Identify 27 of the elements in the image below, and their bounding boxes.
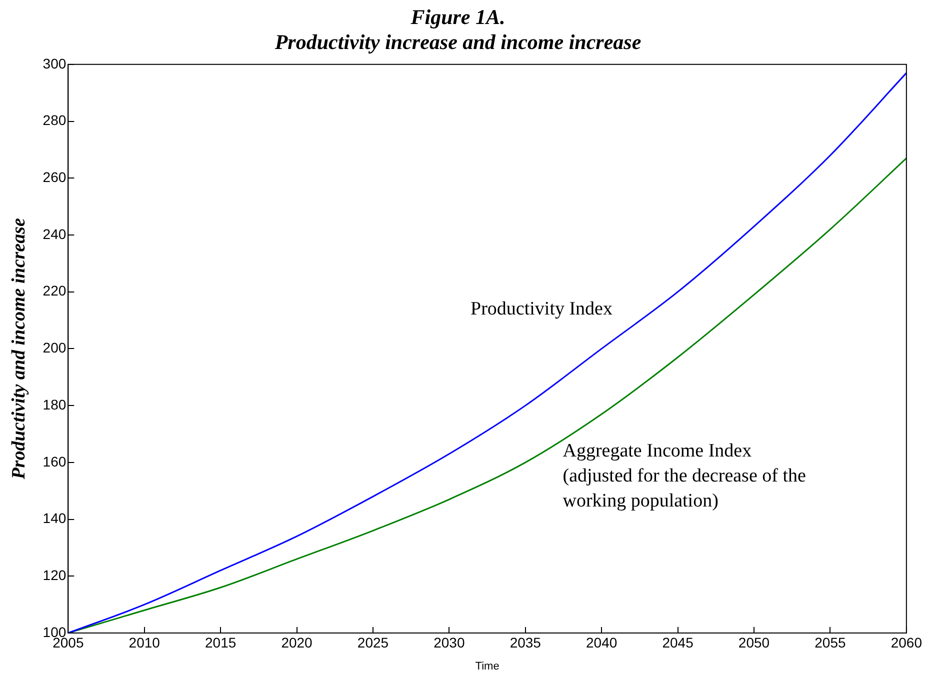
x-axis-title: Time [475,660,500,672]
x-tick-label: 2040 [586,634,618,650]
chart-title: Figure 1A. Productivity increase and income increase [274,5,642,54]
series-label: Productivity Index [470,298,613,320]
x-tick-label: 2050 [738,634,770,650]
x-tick-label: 2010 [128,634,160,650]
y-axis-title: Productivity and income increase [8,218,30,480]
x-tick-label: 2020 [281,634,313,650]
y-tick-label: 300 [42,55,66,72]
y-tick-label: 240 [42,226,66,242]
x-tick-label: 2055 [814,634,846,650]
y-tick-label: 120 [42,567,66,583]
x-tick-label: 2060 [890,634,922,650]
x-tick-label: 2030 [434,634,465,650]
y-tick-label: 160 [42,453,66,470]
x-tick-label: 2015 [204,634,236,650]
y-tick-label: 180 [42,396,66,412]
y-tick-label: 140 [42,510,66,526]
x-tick-label: 2035 [510,634,542,650]
line-series [68,72,906,633]
y-tick-label: 280 [42,112,66,128]
x-tick-label: 2045 [662,634,694,650]
y-tick-label: 260 [42,168,66,185]
series-label: Aggregate Income Index (adjusted for the decrease of the working population) [562,440,806,512]
y-tick-label: 200 [42,340,66,356]
x-tick-label: 2025 [357,634,389,650]
y-tick-label: 220 [42,282,66,299]
